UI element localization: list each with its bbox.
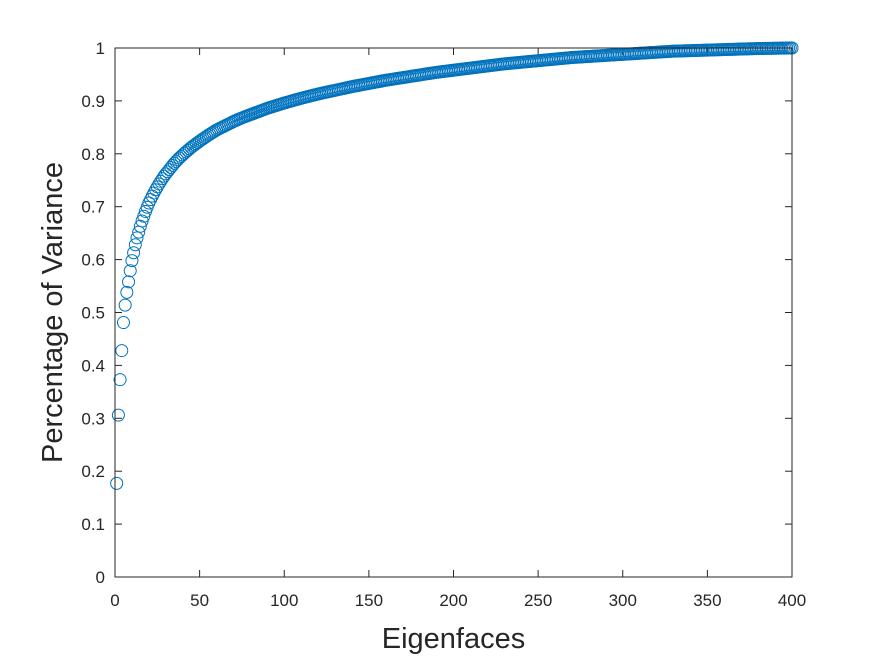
data-point	[122, 275, 136, 289]
x-tick-label: 0	[110, 591, 119, 610]
y-tick-label: 1	[96, 39, 105, 58]
data-point	[130, 231, 144, 245]
data-point	[110, 476, 124, 490]
y-axis-label: Percentage of Variance	[37, 162, 69, 463]
data-point	[123, 264, 137, 278]
data-point	[167, 156, 181, 170]
axes-box	[114, 47, 793, 578]
y-tick-label: 0.9	[81, 92, 105, 111]
data-point	[113, 373, 127, 387]
data-point	[120, 285, 134, 299]
x-tick-label: 200	[439, 591, 467, 610]
data-point	[127, 246, 141, 260]
x-tick-label: 150	[355, 591, 383, 610]
data-point	[171, 153, 185, 167]
x-tick-label: 400	[778, 591, 806, 610]
x-tick-label: 300	[609, 591, 637, 610]
data-point	[111, 408, 125, 422]
data-point	[157, 169, 171, 183]
data-point	[182, 142, 196, 156]
y-tick-label: 0.3	[81, 409, 105, 428]
data-point	[115, 344, 129, 358]
x-tick-label: 250	[524, 591, 552, 610]
y-tick-label: 0.7	[81, 198, 105, 217]
data-points	[110, 41, 799, 490]
y-tick-label: 0.4	[81, 356, 105, 375]
x-axis-label: Eigenfaces	[382, 623, 526, 655]
data-point	[155, 172, 169, 186]
data-point	[128, 238, 142, 252]
y-tick-label: 0	[96, 568, 105, 587]
y-tick-label: 0.5	[81, 304, 105, 323]
data-point	[133, 219, 147, 233]
data-point	[125, 254, 139, 268]
x-tick-label: 50	[190, 591, 209, 610]
y-tick-label: 0.1	[81, 515, 105, 534]
y-tick-label: 0.2	[81, 462, 105, 481]
data-point	[118, 298, 132, 312]
data-point	[181, 143, 195, 157]
data-point	[116, 316, 130, 330]
plot-area	[115, 48, 792, 577]
y-tick-label: 0.6	[81, 251, 105, 270]
x-tick-label: 100	[270, 591, 298, 610]
data-point	[169, 155, 183, 169]
axis-ticks: 0 50 100 150 200 250 300 350 400 0 0.1 0.2 0.3 0.4 0.5…	[81, 39, 806, 610]
y-tick-label: 0.8	[81, 145, 105, 164]
x-tick-label: 350	[693, 591, 721, 610]
